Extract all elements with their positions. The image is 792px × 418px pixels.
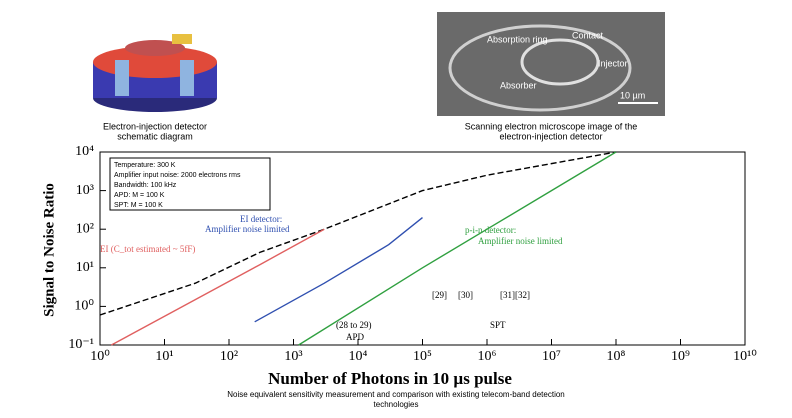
right-caption: electron-injection detector xyxy=(499,131,602,141)
legend-text: SPT: M = 100 K xyxy=(114,202,163,209)
series-line xyxy=(111,228,325,346)
x-tick-label: 10⁷ xyxy=(542,349,561,364)
x-tick-label: 10⁸ xyxy=(607,349,626,364)
right-caption: Scanning electron microscope image of th… xyxy=(465,121,638,131)
y-tick-label: 10¹ xyxy=(76,260,94,275)
left-caption: Electron-injection detector xyxy=(103,121,207,131)
figure-caption: Noise equivalent sensitivity measurement… xyxy=(227,390,565,399)
series-line xyxy=(298,151,617,346)
sem-label: 10 µm xyxy=(620,90,645,100)
sem-label: Absorber xyxy=(500,80,537,90)
x-tick-label: 10⁰ xyxy=(90,349,110,364)
x-tick-label: 10⁵ xyxy=(413,349,432,364)
left-caption: schematic diagram xyxy=(117,131,193,141)
y-tick-label: 10³ xyxy=(76,183,94,198)
annotation: (28 to 29) xyxy=(336,320,372,330)
annotation: [30] xyxy=(458,290,473,300)
y-axis-label: Signal to Noise Ratio xyxy=(41,183,57,317)
legend-text: Bandwidth: 100 kHz xyxy=(114,182,177,189)
series-line xyxy=(254,217,423,323)
legend-box xyxy=(109,157,271,211)
annotation: SPT xyxy=(490,320,506,330)
x-tick-label: 10¹ xyxy=(155,349,173,364)
annotation: Amplifier noise limited xyxy=(478,236,563,246)
annotation: p-i-n detector: xyxy=(465,225,516,235)
legend-text: Amplifier input noise: 2000 electrons rm… xyxy=(114,172,241,179)
annotation: EI detector: xyxy=(240,214,282,224)
annotation: Amplifier noise limited xyxy=(205,224,290,234)
x-tick-label: 10² xyxy=(220,349,238,364)
x-tick-label: 10⁹ xyxy=(671,349,690,364)
y-tick-label: 10⁴ xyxy=(75,144,94,159)
x-tick-label: 10⁴ xyxy=(349,349,368,364)
y-tick-label: 10² xyxy=(76,221,94,236)
sem-label: Absorption ring xyxy=(487,34,548,44)
series-line xyxy=(99,151,617,316)
legend-text: APD: M = 100 K xyxy=(114,192,165,199)
sem-label: Contact xyxy=(572,30,604,40)
legend-text: Temperature: 300 K xyxy=(114,162,176,169)
annotation: EI (C_tot estimated ~ 5fF) xyxy=(100,244,195,254)
annotation: [31][32] xyxy=(500,290,530,300)
x-tick-label: 10¹⁰ xyxy=(733,349,757,364)
x-axis-label: Number of Photons in 10 µs pulse xyxy=(268,369,512,388)
figure-caption: technologies xyxy=(374,400,419,409)
x-tick-label: 10⁶ xyxy=(478,349,497,364)
x-tick-label: 10³ xyxy=(284,349,302,364)
y-tick-label: 10⁻¹ xyxy=(68,337,94,352)
y-tick-label: 10⁰ xyxy=(74,299,94,314)
sem-image xyxy=(437,12,665,116)
sem-label: Injector xyxy=(598,58,628,68)
annotation: APD xyxy=(346,332,365,342)
annotation: [29] xyxy=(432,290,447,300)
schematic-diagram xyxy=(93,34,217,112)
